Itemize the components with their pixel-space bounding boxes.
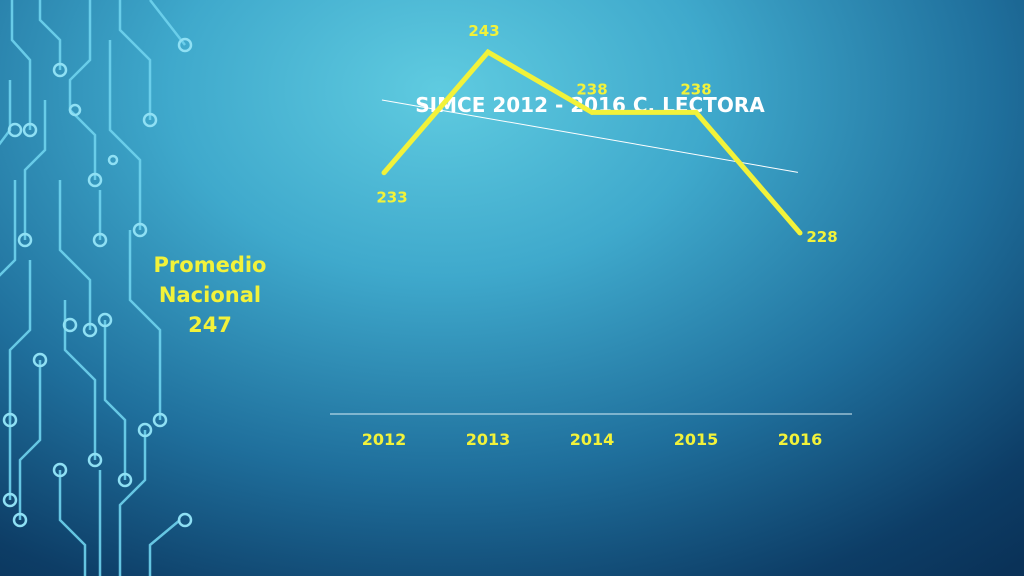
data-point (693, 109, 699, 115)
national-average-line2: Nacional (158, 283, 262, 307)
data-label: 243 (468, 22, 499, 40)
series-line (382, 48, 802, 235)
data-label: 233 (376, 189, 407, 207)
data-point (797, 230, 803, 236)
x-tick-label: 2015 (674, 430, 719, 449)
data-label: 228 (806, 228, 837, 246)
national-average-line1: Promedio (153, 253, 267, 277)
data-label: 238 (576, 80, 607, 98)
data-label: 238 (680, 80, 711, 98)
x-tick-label: 2014 (570, 430, 615, 449)
trend-line (381, 99, 799, 173)
data-point (381, 170, 387, 176)
data-point (589, 109, 595, 115)
national-average-note: Promedio Nacional 247 (130, 250, 290, 340)
data-point (485, 49, 491, 55)
x-tick-label: 2013 (466, 430, 511, 449)
national-average-value: 247 (188, 313, 232, 337)
x-tick-label: 2012 (362, 430, 407, 449)
x-tick-label: 2016 (778, 430, 823, 449)
